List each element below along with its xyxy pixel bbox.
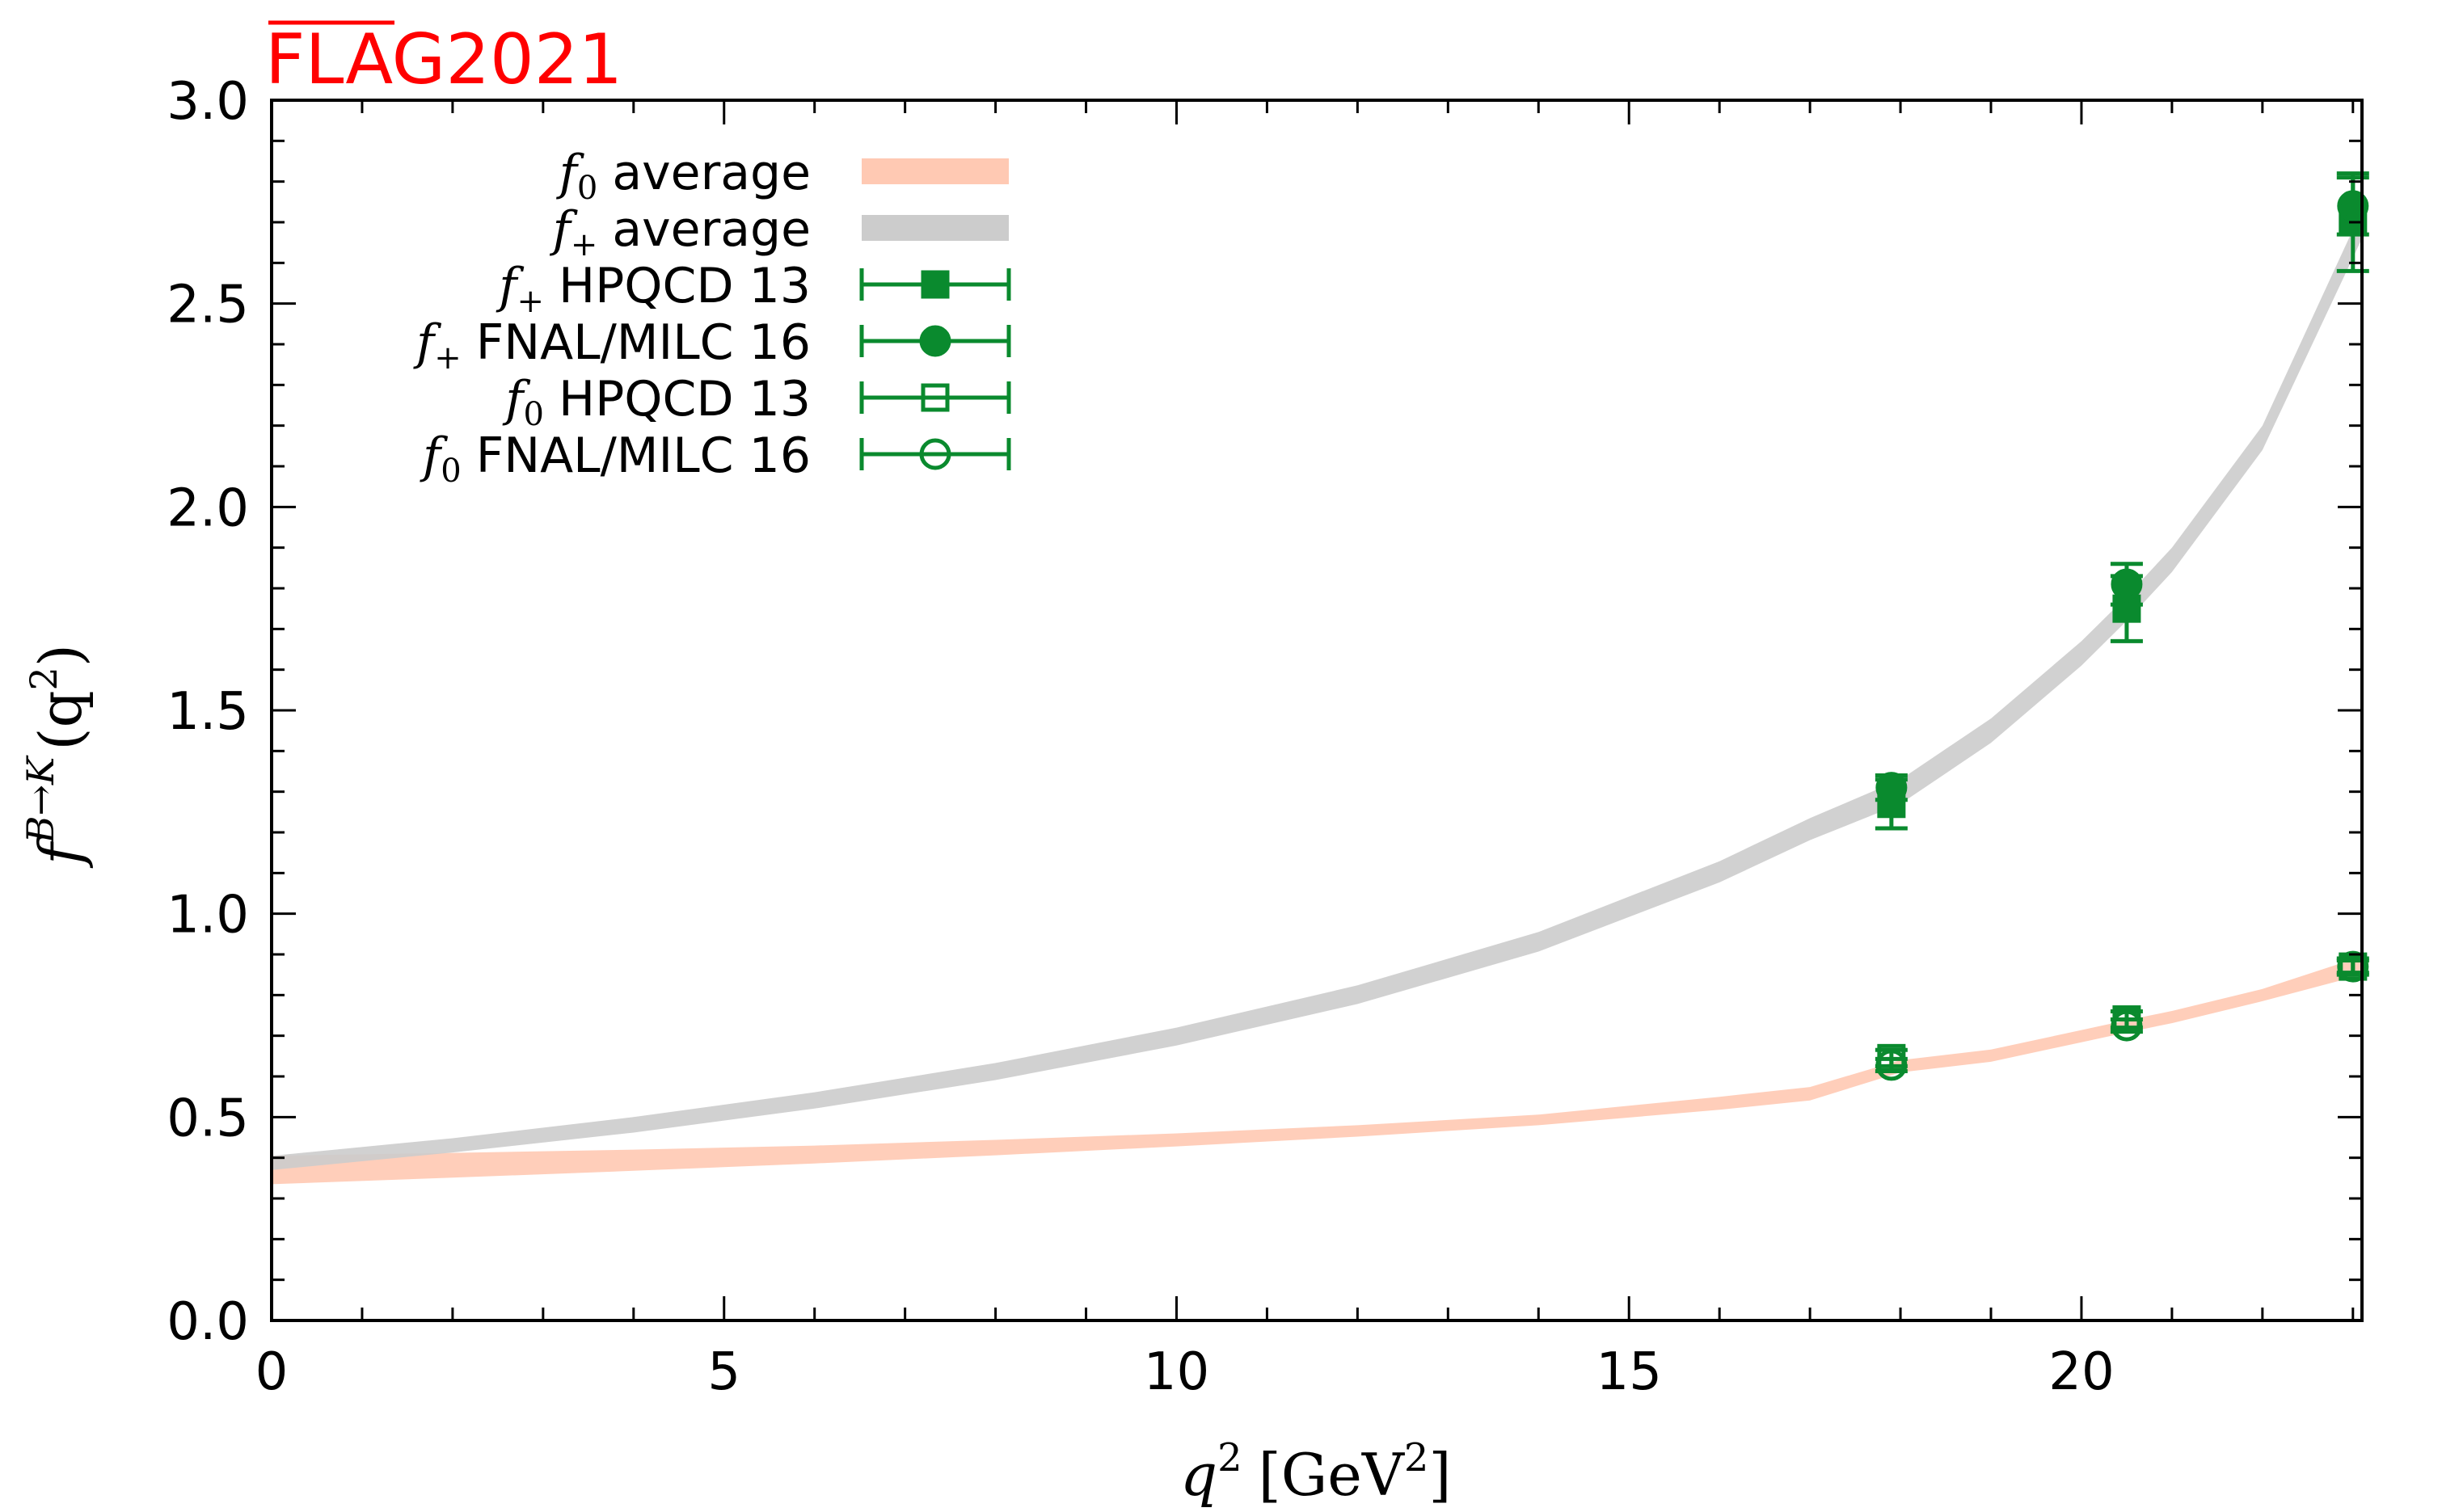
series-fplus_hpqcd13 — [1875, 171, 2369, 831]
y-tick-label: 1.0 — [167, 886, 249, 946]
data-point — [2337, 950, 2369, 983]
y-tick-label: 1.5 — [167, 682, 249, 742]
x-tick-label: 20 — [2048, 1342, 2114, 1402]
legend-entry-f0_hpqcd13: f0 HPQCD 13 — [502, 371, 1011, 433]
legend-entry-fplus_band: f+ average — [550, 201, 1009, 263]
legend-marker — [919, 325, 951, 357]
y-tick-label: 0.0 — [167, 1292, 249, 1352]
series-fplus_fnalmilc16 — [1875, 175, 2369, 804]
x-tick-label: 10 — [1144, 1342, 1209, 1402]
legend-marker — [921, 383, 950, 412]
y-tick-label: 2.5 — [167, 276, 249, 335]
data-point — [2111, 568, 2143, 600]
data-point — [1875, 772, 1908, 804]
x-tick-label: 0 — [255, 1342, 289, 1402]
legend-entry-f0_fnalmilc16: f0 FNAL/MILC 16 — [420, 427, 1011, 490]
x-tick-label: 15 — [1596, 1342, 1662, 1402]
data-point — [2337, 190, 2369, 222]
data-layer — [1875, 171, 2369, 1081]
data-point — [1875, 1049, 1908, 1081]
legend-label: f+ average — [550, 201, 811, 263]
y-tick-label: 0.5 — [167, 1089, 249, 1148]
legend-entry-fplus_fnalmilc16: f+ FNAL/MILC 16 — [413, 314, 1011, 377]
legend-marker — [919, 438, 951, 470]
ticks-layer — [270, 99, 2362, 1322]
x-tick-label: 5 — [707, 1342, 740, 1402]
f0_band-band — [272, 956, 2362, 1185]
y-tick-label: 3.0 — [167, 72, 249, 132]
series-f0_fnalmilc16 — [1875, 950, 2369, 1081]
bands-layer — [272, 209, 2362, 1185]
legend-entry-fplus_hpqcd13: f+ HPQCD 13 — [496, 258, 1011, 320]
legend-marker — [921, 270, 950, 299]
flag-logo: FLAG2021 — [265, 19, 622, 100]
x-axis-label: q2 [GeV2] — [1180, 1435, 1452, 1509]
y-tick-label: 2.0 — [167, 478, 249, 538]
legend-label: f+ HPQCD 13 — [496, 258, 811, 320]
legend-label: f0 FNAL/MILC 16 — [420, 427, 811, 490]
legend-label: f0 HPQCD 13 — [502, 371, 811, 433]
legend-label: f+ FNAL/MILC 16 — [413, 314, 811, 377]
legend-label: f0 average — [556, 145, 811, 207]
data-point — [2111, 1009, 2143, 1042]
tick-labels: 0 5 10 15 20 0.0 0.5 1.0 1.5 2.0 2.5 3.0 — [167, 72, 2114, 1402]
legend-entry-f0_band: f0 average — [556, 145, 1009, 207]
y-axis-label: fB→K(q2) — [19, 644, 95, 869]
